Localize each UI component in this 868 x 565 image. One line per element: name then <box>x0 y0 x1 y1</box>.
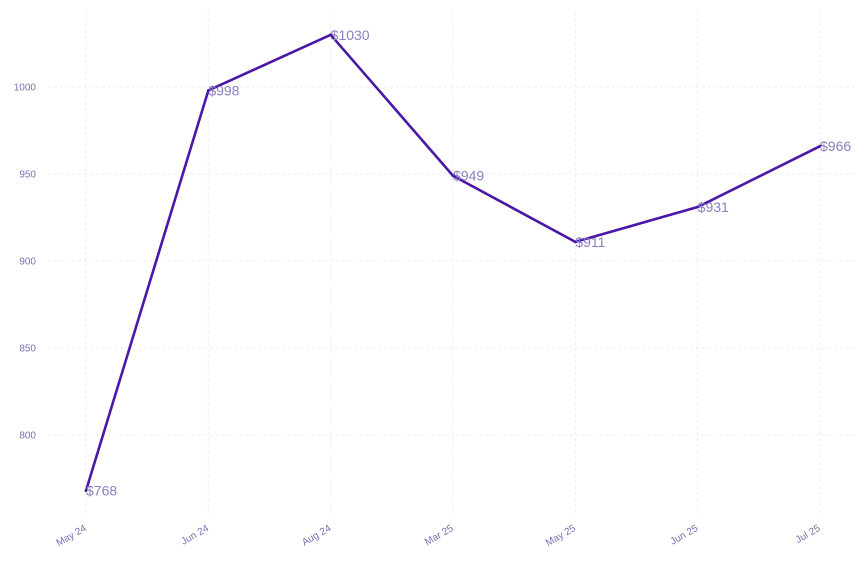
data-label: $998 <box>208 82 239 98</box>
data-point <box>84 489 88 493</box>
data-point <box>573 240 577 244</box>
data-point <box>206 89 210 92</box>
data-point <box>818 144 822 148</box>
x-tick-label: Aug 24 <box>300 523 333 549</box>
series-group <box>84 33 822 493</box>
data-label: $768 <box>86 483 117 499</box>
data-labels: $768 $998 $1030 $949 $911 $931 $966 <box>86 27 851 499</box>
grid <box>48 12 858 514</box>
data-label: $966 <box>820 138 851 154</box>
y-tick-label: 850 <box>19 344 36 355</box>
data-point <box>451 174 455 178</box>
data-label: $931 <box>698 199 729 215</box>
y-tick-label: 800 <box>19 431 36 442</box>
y-axis: 800 850 900 950 1000 <box>14 83 37 442</box>
data-label: $949 <box>453 168 484 184</box>
x-axis: May 24 Jun 24 Aug 24 Mar 25 May 25 Jun 25 Jul … <box>55 523 823 549</box>
data-point <box>696 205 700 209</box>
x-tick-label: Jun 24 <box>179 523 211 548</box>
x-tick-label: Mar 25 <box>423 523 456 548</box>
x-tick-label: May 24 <box>55 523 89 549</box>
x-tick-label: Jul 25 <box>794 523 823 546</box>
y-tick-label: 1000 <box>14 83 37 94</box>
data-point <box>329 33 333 37</box>
x-tick-label: May 25 <box>544 523 578 549</box>
y-tick-label: 950 <box>19 170 36 181</box>
data-label: $1030 <box>331 27 370 43</box>
y-tick-label: 900 <box>19 257 36 268</box>
data-label: $911 <box>575 234 605 250</box>
x-tick-label: Jun 25 <box>669 523 701 548</box>
